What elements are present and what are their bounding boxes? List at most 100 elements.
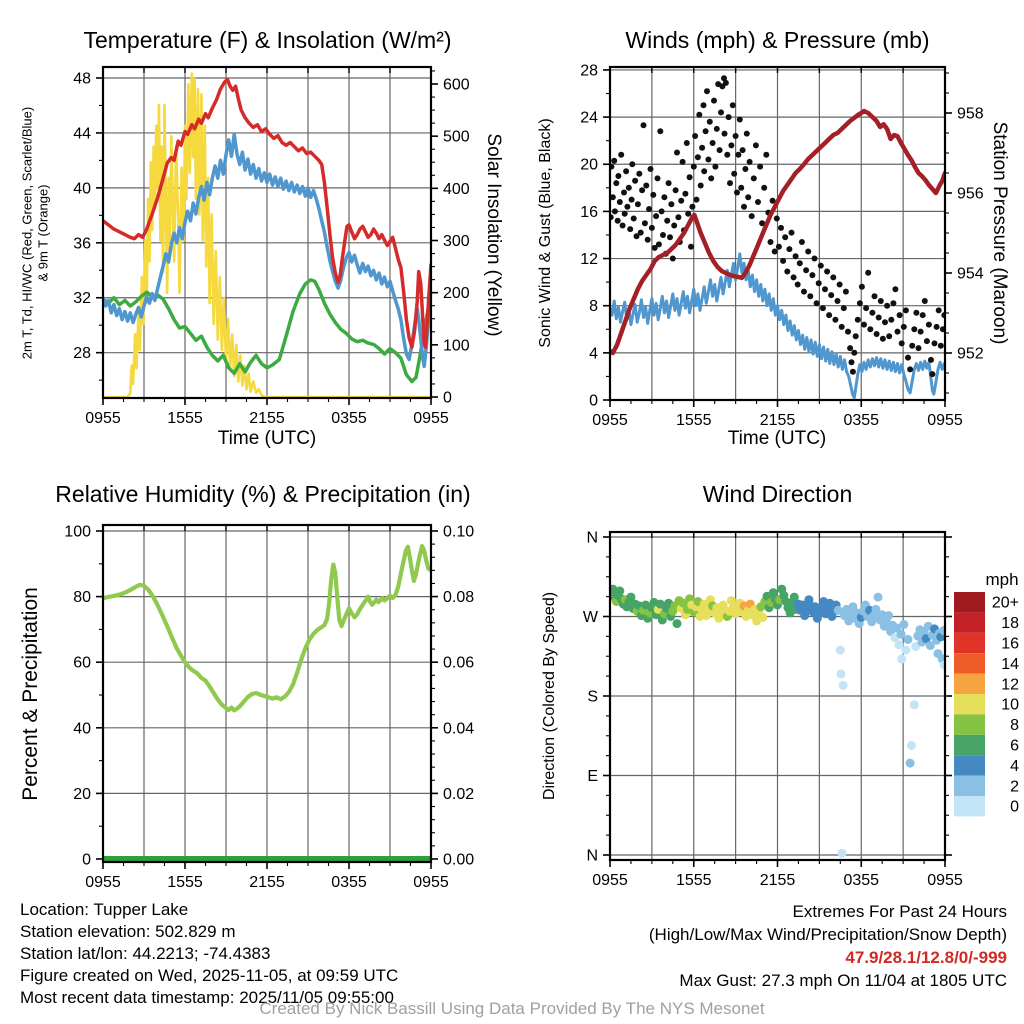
chart-rh: 0 20 40 60 80 100 0.00 0.02 0.04 0.06 0.08 0.10 0955… [64,523,474,891]
svg-text:0: 0 [1010,799,1019,816]
svg-text:4: 4 [589,345,598,362]
svg-text:300: 300 [443,233,470,250]
svg-text:12: 12 [1001,676,1019,693]
svg-text:2: 2 [1010,778,1019,795]
svg-text:0955: 0955 [592,412,628,429]
station-location: Location: Tupper Lake [20,900,189,919]
svg-text:956: 956 [957,186,984,203]
svg-text:20: 20 [580,157,598,174]
svg-text:500: 500 [443,129,470,146]
humidity-left-axis-label: Percent & Precipitation [19,587,42,801]
extremes-title: Extremes For Past 24 Hours [792,902,1007,921]
svg-text:0955: 0955 [927,872,963,889]
svg-text:0955: 0955 [85,874,121,891]
station-latlon: Station lat/lon: 44.2213; -74.4383 [20,944,271,963]
temp-x-axis-label: Time (UTC) [217,428,317,449]
series-wind-direction-points [609,584,946,858]
wind-x-axis-label: Time (UTC) [727,428,827,449]
svg-text:20+: 20+ [992,595,1019,612]
svg-text:W: W [583,609,599,626]
svg-text:S: S [587,689,598,706]
figure-created: Figure created on Wed, 2025-11-05, at 09… [20,966,399,985]
extremes-values: 47.9/28.1/12.8/0/-999 [845,948,1007,967]
svg-text:0355: 0355 [843,412,879,429]
temp-left-axis-label-line1: 2m T, Td, HI/WC (Red, Green, Scarlet/Blu… [19,106,35,360]
svg-text:100: 100 [443,337,470,354]
svg-text:12: 12 [580,251,598,268]
svg-text:0.04: 0.04 [443,720,474,737]
svg-text:600: 600 [443,77,470,94]
svg-text:0: 0 [82,851,91,868]
svg-text:36: 36 [73,235,91,252]
series-solar-insolation [102,72,432,399]
series-dew-point [102,278,432,384]
svg-text:0955: 0955 [85,410,121,427]
station-elevation: Station elevation: 502.829 m [20,922,236,941]
svg-text:60: 60 [73,655,91,672]
series-sonic-wind [609,252,946,400]
svg-text:N: N [586,848,598,865]
insolation-right-axis-label: Solar Insolation (Yellow) [483,133,504,337]
svg-text:0355: 0355 [331,410,367,427]
svg-text:40: 40 [73,720,91,737]
svg-text:0.02: 0.02 [443,786,474,803]
series-wind-chill [102,132,432,369]
series-temperature-2m [102,77,432,349]
svg-text:16: 16 [580,204,598,221]
series-relative-humidity [102,543,432,713]
chart-wind: 0 4 8 12 16 20 24 28 952 954 956 958 0955 1555 2155 035… [580,62,984,429]
chart-title-temperature-insolation: Temperature (F) & Insolation (W/m²) [83,27,452,53]
chart-title-wind-direction: Wind Direction [702,481,853,507]
svg-text:0955: 0955 [413,874,449,891]
svg-text:28: 28 [580,62,598,79]
svg-text:8: 8 [589,298,598,315]
svg-text:1555: 1555 [676,872,712,889]
chart-temp: 28 32 36 40 44 48 0 100 200 300 400 500 600 0955 1555 2… [73,65,470,427]
svg-text:100: 100 [64,524,91,541]
svg-text:14: 14 [1001,656,1019,673]
svg-text:32: 32 [73,290,91,307]
svg-text:48: 48 [73,70,91,87]
svg-text:4: 4 [1010,758,1019,775]
svg-text:952: 952 [957,346,984,363]
svg-text:0355: 0355 [331,874,367,891]
svg-text:200: 200 [443,285,470,302]
svg-text:0955: 0955 [927,412,963,429]
svg-text:8: 8 [1010,717,1019,734]
max-gust: Max Gust: 27.3 mph On 11/04 at 1805 UTC [679,971,1007,990]
svg-text:0: 0 [589,393,598,410]
svg-text:1555: 1555 [676,412,712,429]
svg-text:954: 954 [957,266,984,283]
series-station-pressure [609,108,946,356]
svg-text:24: 24 [580,110,598,127]
svg-text:2155: 2155 [249,410,285,427]
svg-text:mph: mph [985,570,1018,589]
svg-text:10: 10 [1001,697,1019,714]
pressure-right-axis-label: Station Pressure (Maroon) [989,121,1010,345]
svg-text:20: 20 [73,786,91,803]
svg-text:2155: 2155 [760,412,796,429]
svg-text:0: 0 [443,390,452,407]
svg-text:958: 958 [957,106,984,123]
svg-text:1555: 1555 [167,874,203,891]
chart-dir: N W S E N 0955 1555 2155 0355 0955 mph 20+ 18 16 14 12 1… [583,529,1019,889]
svg-text:44: 44 [73,125,91,142]
svg-text:0.06: 0.06 [443,655,474,672]
svg-text:1555: 1555 [167,410,203,427]
extremes-subtitle: (High/Low/Max Wind/Precipitation/Snow De… [648,925,1007,944]
svg-text:40: 40 [73,180,91,197]
svg-text:2155: 2155 [760,872,796,889]
svg-text:E: E [587,768,598,785]
svg-text:400: 400 [443,181,470,198]
svg-text:0355: 0355 [843,872,879,889]
svg-text:2155: 2155 [249,874,285,891]
svg-text:6: 6 [1010,738,1019,755]
credit-line: Created By Nick Bassill Using Data Provi… [259,999,765,1018]
svg-text:0955: 0955 [592,872,628,889]
svg-text:0.08: 0.08 [443,589,474,606]
wind-left-axis-label: Sonic Wind & Gust (Blue, Black) [537,118,554,348]
direction-left-axis-label: Direction (Colored By Speed) [541,591,558,801]
svg-text:0.10: 0.10 [443,523,474,540]
svg-text:N: N [586,529,598,546]
